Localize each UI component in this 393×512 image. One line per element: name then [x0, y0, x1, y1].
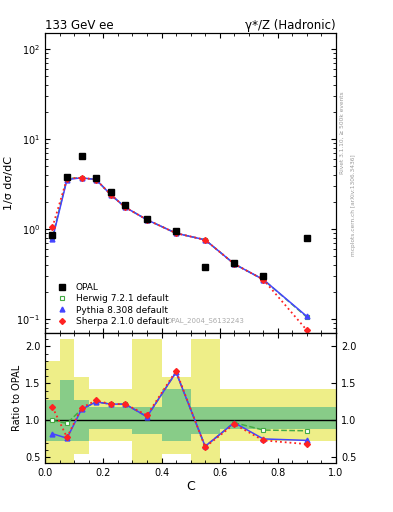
Herwig 7.2.1 default [50, 234, 55, 240]
Herwig 7.2.1 default [203, 237, 208, 243]
Text: 133 GeV ee: 133 GeV ee [45, 19, 114, 32]
Sherpa 2.1.0 default [145, 217, 149, 223]
Bar [162, 389, 191, 441]
Bar [103, 389, 132, 441]
Bar [74, 400, 89, 441]
OPAL [50, 232, 55, 239]
Herwig 7.2.1 default [108, 191, 113, 198]
Text: OPAL_2004_S6132243: OPAL_2004_S6132243 [166, 317, 244, 324]
Pythia 8.308 default [64, 177, 70, 183]
OPAL [305, 235, 309, 241]
Y-axis label: Ratio to OPAL: Ratio to OPAL [12, 365, 22, 431]
Herwig 7.2.1 default [64, 176, 70, 182]
OPAL [94, 175, 98, 181]
OPAL [64, 174, 70, 180]
Herwig 7.2.1 default [79, 175, 84, 181]
Sherpa 2.1.0 default [203, 237, 208, 243]
Line: Herwig 7.2.1 default: Herwig 7.2.1 default [50, 175, 309, 319]
Bar [263, 389, 336, 441]
Bar [263, 407, 336, 429]
Herwig 7.2.1 default [123, 204, 128, 210]
Text: Rivet 3.1.10, ≥ 500k events: Rivet 3.1.10, ≥ 500k events [340, 92, 345, 175]
Sherpa 2.1.0 default [108, 191, 113, 198]
Bar [45, 361, 60, 463]
Sherpa 2.1.0 default [305, 327, 309, 333]
OPAL [203, 264, 208, 270]
Pythia 8.308 default [50, 236, 55, 242]
OPAL [174, 228, 178, 234]
Bar [60, 380, 74, 441]
Herwig 7.2.1 default [145, 217, 149, 223]
OPAL [79, 153, 84, 159]
Bar [220, 389, 263, 441]
Line: Sherpa 2.1.0 default: Sherpa 2.1.0 default [50, 176, 309, 332]
Y-axis label: 1/σ dσ/dC: 1/σ dσ/dC [4, 156, 14, 210]
Sherpa 2.1.0 default [50, 224, 55, 230]
Pythia 8.308 default [232, 261, 237, 267]
Text: γ*/Z (Hadronic): γ*/Z (Hadronic) [245, 19, 336, 32]
Legend: OPAL, Herwig 7.2.1 default, Pythia 8.308 default, Sherpa 2.1.0 default: OPAL, Herwig 7.2.1 default, Pythia 8.308… [50, 281, 171, 329]
Herwig 7.2.1 default [232, 261, 237, 267]
Bar [45, 400, 60, 441]
Line: Pythia 8.308 default: Pythia 8.308 default [50, 175, 309, 319]
Sherpa 2.1.0 default [79, 175, 84, 181]
Pythia 8.308 default [174, 230, 178, 237]
Herwig 7.2.1 default [261, 276, 266, 283]
Bar [132, 339, 162, 463]
Text: mcplots.cern.ch [arXiv:1306.3436]: mcplots.cern.ch [arXiv:1306.3436] [351, 154, 356, 255]
OPAL [232, 260, 237, 266]
Bar [103, 407, 132, 429]
Bar [132, 407, 162, 434]
Line: OPAL: OPAL [50, 153, 310, 279]
Pythia 8.308 default [145, 217, 149, 223]
OPAL [145, 216, 149, 222]
Bar [89, 407, 103, 429]
Pythia 8.308 default [123, 204, 128, 210]
Bar [162, 377, 191, 454]
Sherpa 2.1.0 default [64, 176, 70, 182]
Bar [74, 377, 89, 454]
X-axis label: C: C [186, 480, 195, 493]
Bar [191, 407, 220, 434]
Bar [191, 339, 220, 463]
Pythia 8.308 default [94, 177, 98, 183]
Sherpa 2.1.0 default [123, 204, 128, 210]
OPAL [123, 202, 128, 208]
Bar [89, 389, 103, 441]
Sherpa 2.1.0 default [94, 177, 98, 183]
Sherpa 2.1.0 default [232, 261, 237, 267]
Pythia 8.308 default [108, 191, 113, 198]
Herwig 7.2.1 default [305, 314, 309, 321]
Sherpa 2.1.0 default [174, 230, 178, 237]
Bar [60, 339, 74, 466]
Sherpa 2.1.0 default [261, 276, 266, 283]
Herwig 7.2.1 default [174, 230, 178, 237]
Bar [220, 407, 263, 429]
Pythia 8.308 default [261, 276, 266, 283]
OPAL [108, 189, 113, 195]
Herwig 7.2.1 default [94, 177, 98, 183]
OPAL [261, 273, 266, 279]
Pythia 8.308 default [305, 313, 309, 319]
Pythia 8.308 default [79, 175, 84, 181]
Pythia 8.308 default [203, 237, 208, 243]
